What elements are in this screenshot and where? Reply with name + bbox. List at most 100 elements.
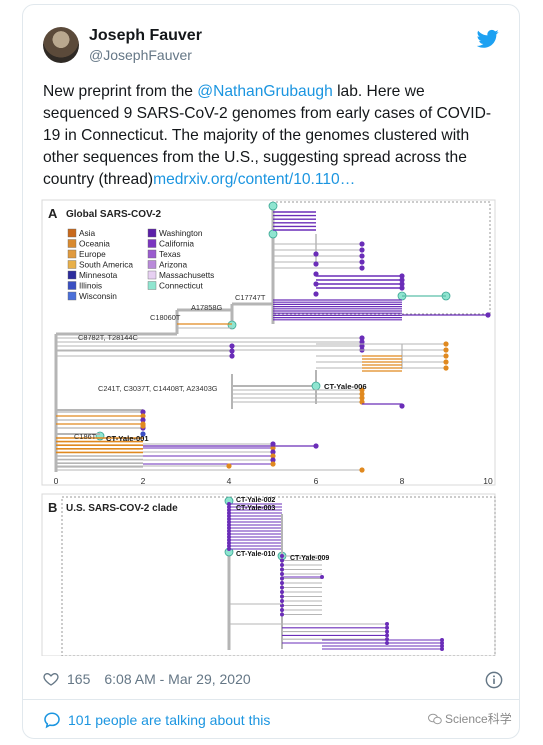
tip-marker	[227, 538, 231, 542]
tip-marker	[443, 365, 449, 371]
legend-label: Europe	[79, 249, 106, 259]
tip-marker	[443, 359, 449, 365]
info-icon[interactable]	[485, 671, 503, 689]
tweet-text-post: lab. Here we sequenced 9 SARS-CoV-2 geno…	[43, 83, 492, 188]
tip-marker	[280, 612, 284, 617]
label-ct-yale-006: CT-Yale-006	[324, 382, 367, 391]
mutation-c8782t: C8782T, T28144C	[78, 333, 139, 342]
tip-marker	[440, 647, 444, 651]
display-name[interactable]: Joseph Fauver	[89, 27, 202, 44]
heart-icon[interactable]	[43, 671, 59, 687]
panel-a-title: Global SARS-COV-2	[66, 209, 161, 220]
tip-marker	[270, 461, 276, 467]
x-tick: 0	[54, 476, 59, 486]
legend-label: Wisconsin	[79, 291, 117, 301]
tip-marker	[227, 541, 231, 545]
mutation-c18060t: C18060T	[150, 313, 181, 322]
connecticut-marker	[227, 320, 237, 330]
tip-marker	[140, 431, 146, 437]
tip-marker	[313, 443, 319, 449]
connecticut-marker	[268, 201, 278, 211]
tip-marker	[313, 251, 319, 257]
legend-swatch	[67, 281, 77, 290]
tip-marker	[359, 339, 365, 345]
like-count[interactable]: 165	[67, 671, 91, 687]
panel-b-frame	[41, 493, 496, 656]
tip-marker	[227, 508, 231, 512]
tip-marker	[227, 514, 231, 518]
tip-marker	[270, 445, 276, 451]
x-tick: 4	[227, 476, 232, 486]
watermark-text: Science科学	[445, 712, 512, 726]
label-ct-yale-010: CT-Yale-010	[236, 551, 275, 558]
tip-marker	[359, 399, 365, 405]
tip-marker	[227, 502, 231, 506]
legend-swatch	[147, 249, 157, 259]
tip-marker	[227, 517, 231, 521]
legend-label: Texas	[159, 249, 181, 259]
tip-marker	[227, 544, 231, 548]
tip-marker	[385, 622, 389, 626]
tip-marker	[280, 608, 284, 612]
x-tick: 10	[483, 476, 493, 486]
tip-marker	[140, 423, 146, 429]
tip-marker	[440, 641, 444, 645]
mutation-c186t: C186T	[74, 432, 97, 441]
tip-marker	[229, 353, 235, 359]
tip-marker	[140, 409, 146, 415]
timestamp[interactable]: 6:08 AM - Mar 29, 2020	[104, 671, 251, 687]
tip-marker	[359, 387, 365, 393]
tip-marker	[227, 547, 231, 551]
legend-swatch	[67, 291, 77, 301]
tip-marker	[313, 281, 319, 287]
x-axis: 0 2 4 6 8 10	[54, 476, 493, 486]
label-ct-yale-003: CT-Yale-003	[236, 505, 275, 512]
avatar[interactable]	[43, 27, 79, 63]
panel-b-dashed-box	[61, 496, 496, 656]
divider	[23, 699, 519, 700]
tip-marker	[359, 335, 365, 341]
panel-b-title: U.S. SARS-COV-2 clade	[66, 503, 178, 514]
legend-label: California	[159, 239, 194, 249]
connecticut-marker	[311, 381, 321, 391]
url-link[interactable]: medrxiv.org/content/10.110…	[153, 171, 356, 188]
tip-marker	[270, 449, 276, 455]
tip-marker	[229, 343, 235, 349]
legend-swatch	[67, 260, 77, 269]
talking-link[interactable]: 101 people are talking about this	[43, 711, 270, 729]
tip-marker	[270, 441, 276, 447]
wechat-icon	[428, 713, 442, 724]
speech-bubble-icon	[44, 712, 60, 729]
connecticut-marker	[268, 229, 278, 239]
tip-marker	[443, 353, 449, 359]
tip-marker	[359, 395, 365, 401]
x-tick: 8	[400, 476, 405, 486]
tip-marker	[280, 585, 284, 590]
tip-marker	[227, 505, 231, 509]
tip-marker	[385, 637, 389, 642]
legend-label: Asia	[79, 228, 96, 238]
panel-a-letter: A	[48, 206, 58, 221]
tip-marker	[359, 467, 365, 473]
tip-marker	[280, 558, 284, 563]
tip-marker	[385, 633, 389, 638]
tip-marker	[227, 529, 231, 533]
twitter-bird-icon[interactable]	[477, 29, 499, 49]
tip-marker	[280, 572, 284, 576]
legend-label: Minnesota	[79, 270, 118, 280]
legend-label: Massachusetts	[159, 270, 214, 280]
legend-swatch	[147, 228, 157, 238]
legend-right: WashingtonCaliforniaTexasArizonaMassachu…	[147, 228, 214, 291]
tip-marker	[227, 523, 231, 527]
label-ct-yale-001: CT-Yale-001	[106, 434, 149, 443]
tip-marker	[359, 265, 365, 271]
legend-label: Connecticut	[159, 281, 204, 291]
legend-swatch	[67, 239, 77, 248]
tip-marker	[399, 277, 405, 283]
tip-marker	[227, 535, 231, 539]
mention-link[interactable]: @NathanGrubaugh	[197, 83, 333, 100]
tip-marker	[385, 629, 389, 634]
user-handle[interactable]: @JosephFauver	[89, 47, 192, 63]
legend-swatch	[147, 281, 157, 290]
